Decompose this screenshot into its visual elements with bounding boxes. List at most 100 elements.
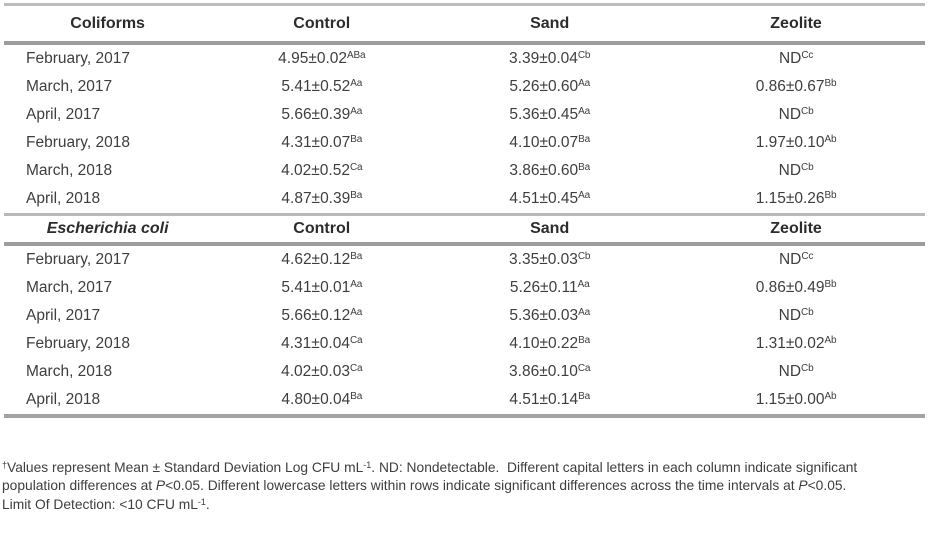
- significance-superscript: Ca: [349, 335, 363, 346]
- significance-superscript: Cc: [801, 50, 814, 61]
- significance-superscript: Aa: [577, 279, 590, 290]
- footnote-line: †Values represent Mean ± Standard Deviat…: [2, 459, 858, 475]
- value-cell: 0.86±0.49Bb: [755, 279, 837, 296]
- value-cell: 3.86±0.60Ba: [509, 162, 591, 179]
- significance-superscript: Aa: [578, 190, 591, 201]
- significance-superscript: Cb: [801, 106, 814, 117]
- value-cell: 5.66±0.39Aa: [281, 106, 363, 123]
- data-row: February, 2018 4.31±0.04Ca 4.10±0.22Ba 1.31…: [4, 330, 925, 358]
- value-cell: 1.15±0.26Bb: [755, 190, 837, 207]
- value-cell: 1.31±0.02Ab: [755, 335, 837, 352]
- value-cell: NDCc: [778, 251, 814, 268]
- value-cell: 4.80±0.04Ba: [281, 391, 363, 408]
- data-row: February, 2017 4.95±0.02ABa 3.39±0.04Cb NDC…: [4, 43, 925, 73]
- data-row: April, 2017 5.66±0.39Aa 5.36±0.45Aa NDCb: [4, 101, 925, 129]
- row-label-cell: March, 2018: [26, 363, 113, 380]
- significance-superscript: Aa: [350, 307, 363, 318]
- value-cell: 0.86±0.67Bb: [755, 78, 837, 95]
- significance-superscript: Aa: [350, 279, 363, 290]
- significance-superscript: Bb: [824, 279, 837, 290]
- value-cell: 1.15±0.00Ab: [755, 391, 837, 408]
- data-row: April, 2018 4.87±0.39Ba 4.51±0.45Aa 1.15±0.…: [4, 185, 925, 215]
- significance-superscript: Ba: [578, 335, 591, 346]
- column-header: Sand: [432, 4, 668, 45]
- significance-superscript: Ba: [350, 190, 363, 201]
- section-header-row: Coliforms Control Sand Zeolite: [4, 4, 925, 45]
- data-row: March, 2018 4.02±0.52Ca 3.86±0.60Ba NDCb: [4, 157, 925, 185]
- column-header: Zeolite: [667, 4, 925, 45]
- row-label-cell: February, 2018: [26, 134, 130, 151]
- value-cell: 4.51±0.45Aa: [509, 190, 591, 207]
- value-cell: 4.95±0.02ABa: [278, 50, 366, 67]
- row-label-cell: March, 2018: [26, 162, 113, 179]
- value-cell: 3.39±0.04Cb: [509, 50, 591, 67]
- results-table: Coliforms Control Sand Zeolite February, 201…: [4, 3, 925, 418]
- column-header: Sand: [432, 213, 668, 246]
- section-title: Escherichia coli: [4, 213, 212, 246]
- row-label-cell: February, 2017: [26, 50, 130, 67]
- row-label-cell: April, 2017: [26, 106, 101, 123]
- row-label-cell: April, 2017: [26, 307, 101, 324]
- data-row: April, 2018 4.80±0.04Ba 4.51±0.14Ba 1.15±0.…: [4, 386, 925, 416]
- significance-superscript: Cb: [577, 251, 591, 262]
- value-cell: 4.10±0.07Ba: [509, 134, 591, 151]
- significance-superscript: Aa: [578, 106, 591, 117]
- data-row: March, 2018 4.02±0.03Ca 3.86±0.10Ca NDCb: [4, 358, 925, 386]
- data-row: March, 2017 5.41±0.01Aa 5.26±0.11Aa 0.86±0.…: [4, 274, 925, 302]
- value-cell: 5.66±0.12Aa: [281, 307, 363, 324]
- significance-superscript: Ba: [350, 391, 363, 402]
- value-cell: 4.62±0.12Ba: [281, 251, 363, 268]
- value-cell: 4.02±0.03Ca: [281, 363, 363, 380]
- value-cell: NDCb: [778, 106, 814, 123]
- value-cell: NDCb: [778, 162, 814, 179]
- table-section: Escherichia coli Control Sand Zeolite Februa…: [4, 213, 925, 417]
- value-cell: 1.97±0.10Ab: [755, 134, 837, 151]
- significance-superscript: Bb: [824, 190, 837, 201]
- significance-superscript: Ca: [577, 363, 591, 374]
- significance-superscript: Cc: [801, 251, 814, 262]
- value-cell: 4.31±0.07Ba: [281, 134, 363, 151]
- data-row: March, 2017 5.41±0.52Aa 5.26±0.60Aa 0.86±0.…: [4, 73, 925, 101]
- significance-superscript: Ba: [578, 162, 591, 173]
- value-cell: 4.10±0.22Ba: [509, 335, 591, 352]
- row-label-cell: March, 2017: [26, 279, 113, 296]
- table-section: Coliforms Control Sand Zeolite February, 201…: [4, 4, 925, 215]
- data-row: April, 2017 5.66±0.12Aa 5.36±0.03Aa NDCb: [4, 302, 925, 330]
- row-label-cell: April, 2018: [26, 190, 101, 207]
- paper-table-figure: Coliforms Control Sand Zeolite February, 201…: [0, 3, 929, 551]
- value-cell: NDCb: [778, 363, 814, 380]
- section-title: Coliforms: [4, 4, 212, 45]
- section-header-row: Escherichia coli Control Sand Zeolite: [4, 213, 925, 246]
- significance-superscript: Ba: [350, 251, 363, 262]
- significance-superscript: Cb: [801, 363, 814, 374]
- significance-superscript: Aa: [350, 78, 363, 89]
- significance-superscript: Aa: [350, 106, 363, 117]
- significance-superscript: Ca: [349, 363, 363, 374]
- value-cell: 4.87±0.39Ba: [281, 190, 363, 207]
- significance-superscript: Cb: [801, 162, 814, 173]
- row-label-cell: April, 2018: [26, 391, 101, 408]
- significance-superscript: Ab: [824, 391, 837, 402]
- value-cell: 4.31±0.04Ca: [281, 335, 363, 352]
- value-cell: 4.02±0.52Ca: [281, 162, 363, 179]
- column-header: Control: [211, 213, 433, 246]
- significance-superscript: ABa: [347, 50, 366, 61]
- column-header: Control: [211, 4, 433, 45]
- value-cell: 5.26±0.60Aa: [509, 78, 591, 95]
- footnote-line: Limit Of Detection: <10 CFU mL-1.: [2, 496, 210, 512]
- significance-superscript: Ba: [350, 134, 363, 145]
- row-label-cell: February, 2018: [26, 335, 130, 352]
- value-cell: NDCb: [778, 307, 814, 324]
- value-cell: 5.36±0.03Aa: [509, 307, 591, 324]
- value-cell: 5.41±0.01Aa: [281, 279, 363, 296]
- value-cell: NDCc: [778, 50, 814, 67]
- value-cell: 3.86±0.10Ca: [509, 363, 591, 380]
- row-label-cell: March, 2017: [26, 78, 113, 95]
- significance-superscript: Aa: [578, 307, 591, 318]
- value-cell: 5.41±0.52Aa: [281, 78, 363, 95]
- significance-superscript: Ab: [824, 134, 837, 145]
- row-label-cell: February, 2017: [26, 251, 130, 268]
- significance-superscript: Cb: [801, 307, 814, 318]
- value-cell: 4.51±0.14Ba: [509, 391, 591, 408]
- data-row: February, 2017 4.62±0.12Ba 3.35±0.03Cb NDCc: [4, 244, 925, 274]
